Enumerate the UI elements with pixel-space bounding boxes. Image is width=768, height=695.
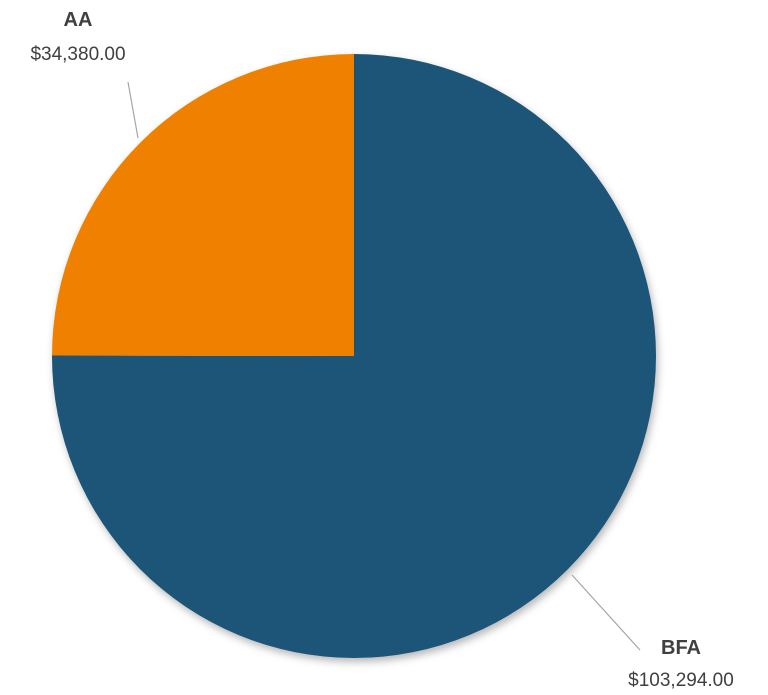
data-label-bfa-name: BFA — [661, 637, 701, 659]
leader-line-bfa — [571, 574, 641, 651]
pie-group — [51, 54, 656, 659]
data-label-aa-value: $34,380.00 — [30, 44, 125, 65]
leader-line-aa — [127, 81, 139, 139]
pie-slice-aa — [52, 54, 354, 356]
pie-slice-bfa — [51, 54, 656, 659]
data-label-bfa-value: $103,294.00 — [628, 670, 734, 691]
data-label-aa-name: AA — [64, 9, 93, 31]
